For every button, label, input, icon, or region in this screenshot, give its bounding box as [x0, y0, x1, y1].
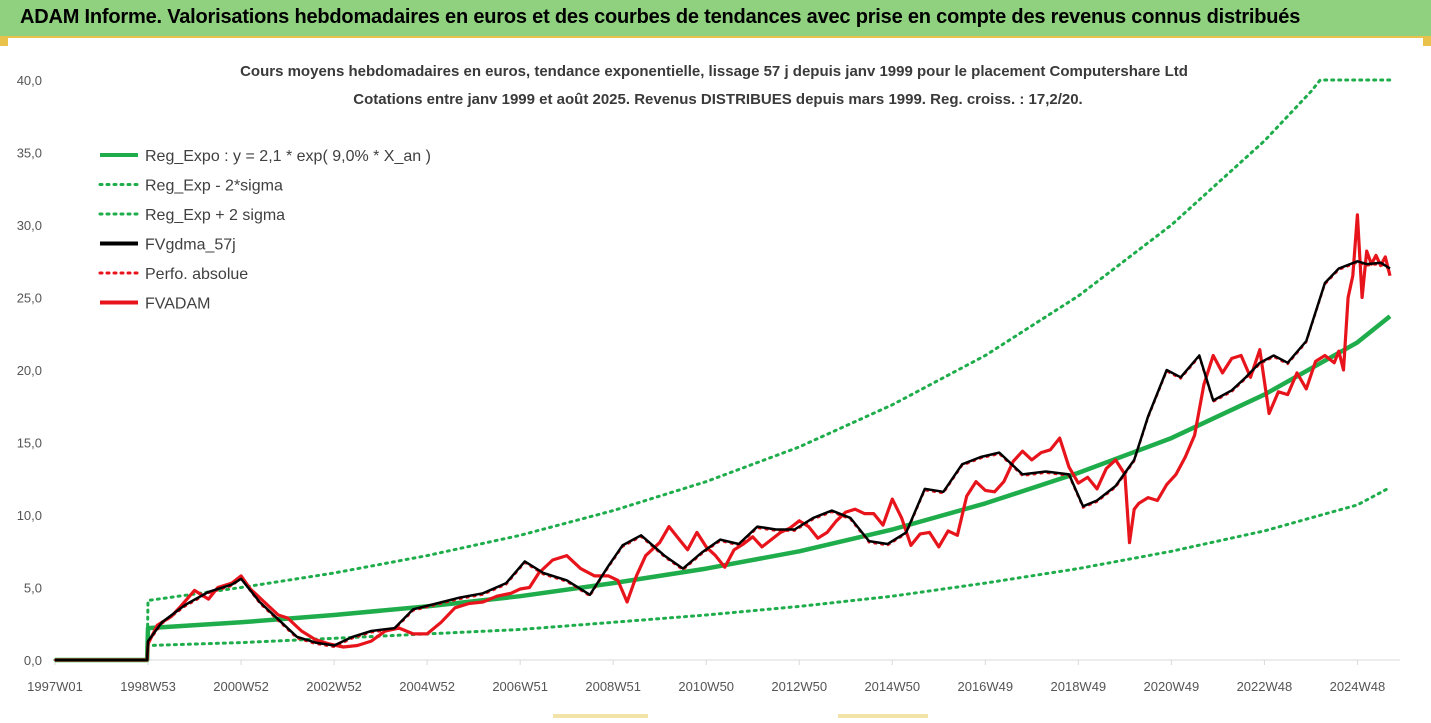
legend-label: Reg_Expo : y = 2,1 * exp( 9,0% * X_an ) — [145, 148, 431, 165]
x-tick-label: 2024W48 — [1330, 679, 1386, 694]
series-line-5 — [55, 213, 1392, 662]
series-layer — [53, 78, 1392, 663]
x-tick-label: 2022W48 — [1237, 679, 1293, 694]
x-tick-label: 2014W50 — [864, 679, 920, 694]
x-tick-label: 2018W49 — [1051, 679, 1107, 694]
x-tick-label: 2008W51 — [585, 679, 641, 694]
legend-label: Reg_Exp - 2*sigma — [145, 178, 283, 195]
chart-svg: 0,0 5,0 10,0 15,0 20,0 25,0 30,0 35,0 40,0 1997W0… — [17, 63, 1400, 694]
x-tick-label: 2004W52 — [399, 679, 455, 694]
x-tick-label: 2000W52 — [213, 679, 269, 694]
series-line-2 — [53, 78, 1392, 662]
chart-title-line1: Cours moyens hebdomadaires en euros, ten… — [240, 63, 1188, 80]
chart-area: 0,0 5,0 10,0 15,0 20,0 25,0 30,0 35,0 40,0 1997W0… — [0, 38, 1431, 718]
y-tick-label: 40,0 — [17, 73, 42, 88]
legend-label: Perfo. absolue — [145, 266, 248, 283]
x-tick-label: 1998W53 — [120, 679, 176, 694]
x-tick-label: 1997W01 — [27, 679, 83, 694]
x-tick-label: 2020W49 — [1144, 679, 1200, 694]
x-tick-label: 2012W50 — [771, 679, 827, 694]
legend-label: FVgdma_57j — [145, 237, 236, 254]
series-line-1 — [53, 486, 1392, 662]
corner-marker-right — [1423, 38, 1431, 46]
sheet-tab-marker-1 — [553, 714, 648, 718]
chart-title-line2: Cotations entre janv 1999 et août 2025. … — [353, 91, 1082, 108]
x-tick-label: 2006W51 — [492, 679, 548, 694]
y-tick-label: 5,0 — [24, 581, 42, 596]
series-line-0 — [55, 314, 1392, 663]
title-banner: ADAM Informe. Valorisations hebdomadaire… — [0, 0, 1431, 38]
x-tick-label: 2016W49 — [957, 679, 1013, 694]
y-tick-label: 30,0 — [17, 218, 42, 233]
y-tick-label: 0,0 — [24, 653, 42, 668]
legend-label: FVADAM — [145, 296, 210, 313]
series-line-3 — [55, 260, 1391, 662]
series-line-4 — [54, 261, 1391, 661]
x-tick-label: 2002W52 — [306, 679, 362, 694]
legend-label: Reg_Exp + 2 sigma — [145, 207, 285, 224]
banner-title: ADAM Informe. Valorisations hebdomadaire… — [20, 6, 1301, 28]
sheet-tab-marker-2 — [838, 714, 928, 718]
y-tick-label: 25,0 — [17, 291, 42, 306]
x-tick-label: 2010W50 — [678, 679, 734, 694]
y-tick-label: 35,0 — [17, 146, 42, 161]
axes-layer: 0,0 5,0 10,0 15,0 20,0 25,0 30,0 35,0 40,0 1997W0… — [17, 73, 1400, 694]
legend: Reg_Expo : y = 2,1 * exp( 9,0% * X_an ) R… — [98, 148, 431, 313]
y-tick-label: 15,0 — [17, 436, 42, 451]
corner-marker-left — [0, 38, 8, 46]
y-tick-label: 20,0 — [17, 363, 42, 378]
y-tick-label: 10,0 — [17, 508, 42, 523]
